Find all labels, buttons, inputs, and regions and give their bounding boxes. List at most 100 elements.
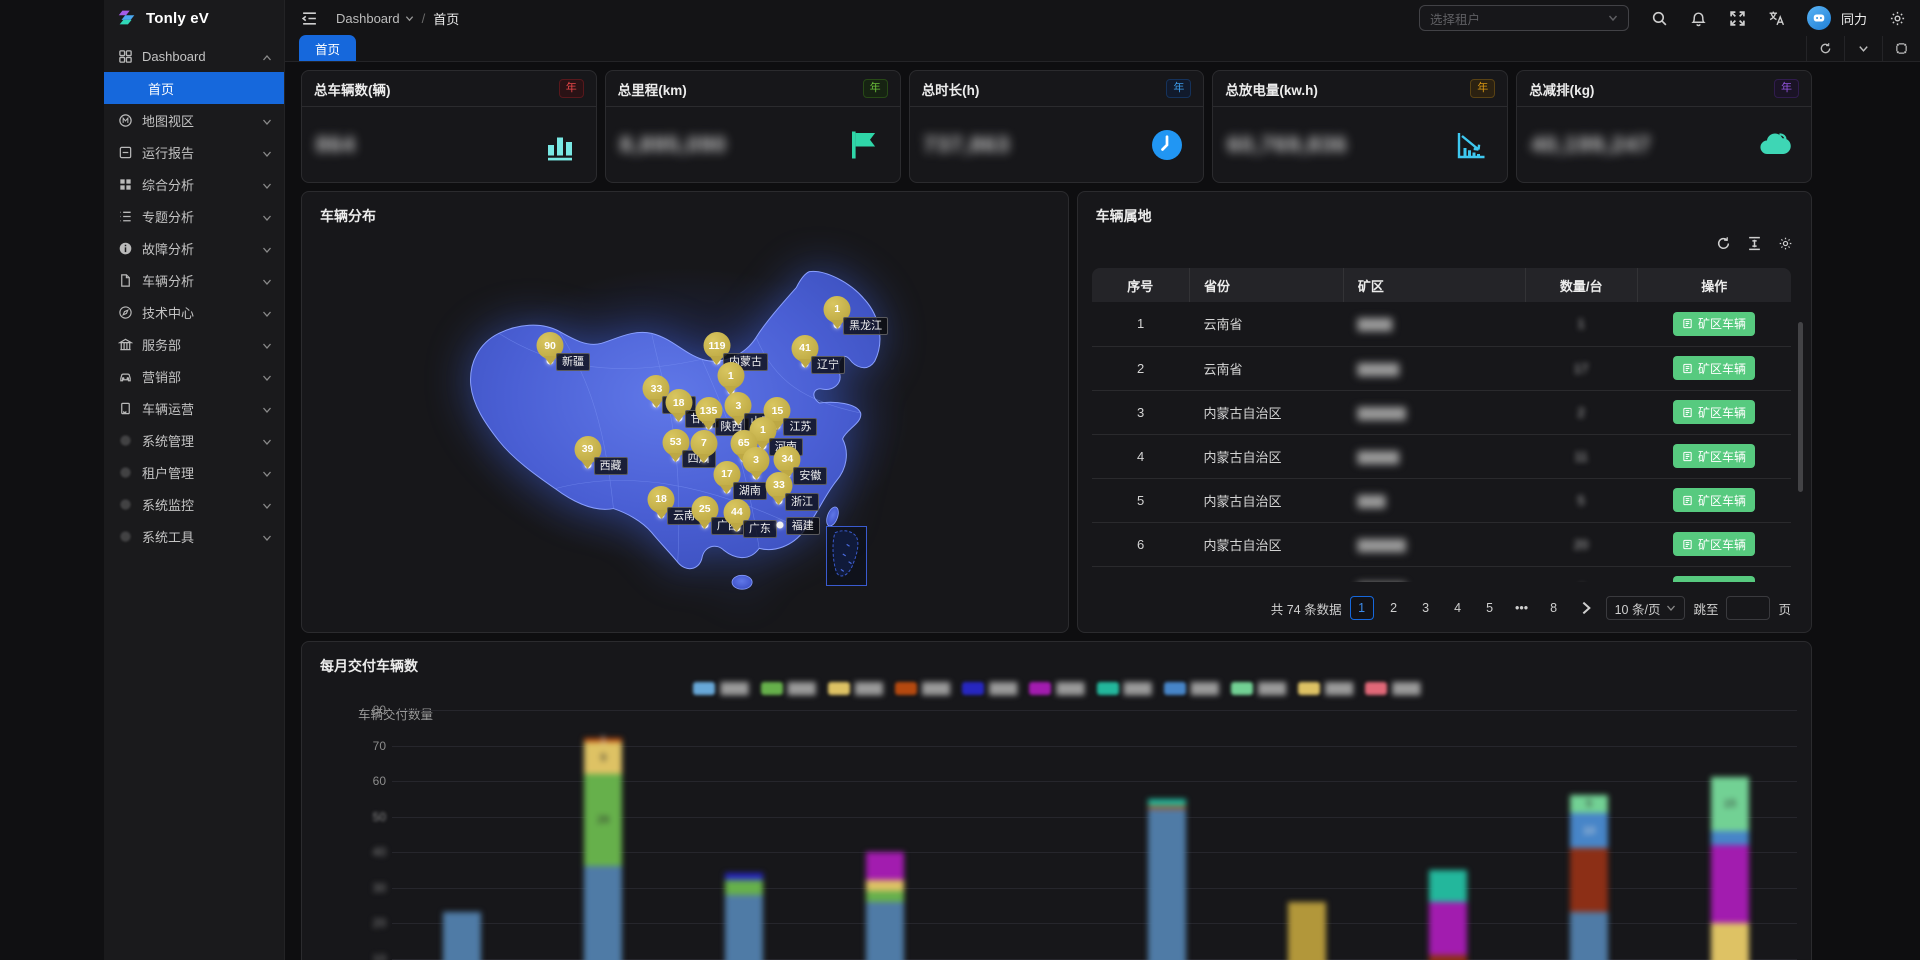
- sidebar-item-14[interactable]: 系统监控: [104, 488, 284, 520]
- sidebar-item-4[interactable]: 综合分析: [104, 168, 284, 200]
- settings-gear-icon[interactable]: [1889, 10, 1906, 27]
- sidebar-item-1[interactable]: 首页: [104, 72, 284, 104]
- column-height-icon[interactable]: [1747, 236, 1762, 251]
- mine-vehicles-button[interactable]: 矿区车辆: [1673, 444, 1756, 468]
- sidebar-item-6[interactable]: 故障分析: [104, 232, 284, 264]
- avatar[interactable]: [1806, 6, 1831, 30]
- list-icon: [118, 209, 133, 224]
- legend-label-masked: ████: [922, 682, 950, 695]
- legend-item-6[interactable]: ████: [1096, 682, 1152, 695]
- legend-item-3[interactable]: ████: [895, 682, 950, 695]
- mine-vehicles-button[interactable]: 矿区车辆: [1673, 311, 1756, 336]
- year-badge[interactable]: 年: [1773, 79, 1799, 98]
- bar-month-2[interactable]: 26 9 1: [584, 642, 623, 960]
- sidebar-item-2[interactable]: 地图视区: [104, 104, 284, 136]
- mine-vehicles-button[interactable]: 矿区车辆: [1673, 400, 1756, 424]
- stat-card-body: 40,199,247: [1517, 107, 1811, 182]
- bar-month-6[interactable]: [1147, 642, 1186, 960]
- chevron-down-icon: [262, 115, 272, 125]
- page-4[interactable]: 4: [1454, 601, 1462, 615]
- translate-icon[interactable]: [1768, 10, 1785, 27]
- year-badge[interactable]: 年: [1166, 79, 1192, 98]
- tenant-select[interactable]: 选择租户: [1418, 5, 1629, 31]
- page-5[interactable]: 5: [1486, 601, 1494, 615]
- stat-card-value: 40,199,247: [1531, 131, 1652, 157]
- y-tick-30: 30: [372, 880, 386, 895]
- chevron-down-icon: [1667, 605, 1676, 611]
- stat-card-title: 总减排(kg): [1529, 82, 1595, 98]
- legend-item-10[interactable]: ████: [1365, 682, 1421, 695]
- logo-icon: [118, 10, 135, 25]
- maximize-frame-icon[interactable]: [1882, 36, 1920, 61]
- mine-vehicles-button[interactable]: 矿区车辆: [1673, 532, 1756, 556]
- next-page-button[interactable]: [1574, 596, 1598, 620]
- bar-month-1[interactable]: [443, 642, 482, 960]
- mine-vehicles-button[interactable]: 矿区车辆: [1673, 356, 1756, 380]
- year-badge[interactable]: 年: [558, 79, 584, 98]
- mine-vehicles-button[interactable]: 矿区车辆: [1673, 576, 1756, 582]
- cell-mine-masked: █████: [1343, 302, 1526, 347]
- page-size-select[interactable]: 10 条/页: [1605, 596, 1686, 620]
- legend-item-5[interactable]: ████: [1029, 682, 1085, 695]
- cell-province: 内蒙古自治区: [1189, 566, 1344, 582]
- bar-segment-steel: [865, 901, 904, 960]
- jump-page-input[interactable]: [1726, 596, 1771, 620]
- bar-month-9[interactable]: 10 5: [1570, 642, 1609, 960]
- sidebar-item-12[interactable]: 系统管理: [104, 424, 284, 456]
- legend-item-0[interactable]: ████: [693, 682, 749, 695]
- table-scrollbar[interactable]: [1797, 322, 1803, 492]
- page-2[interactable]: 2: [1390, 601, 1398, 615]
- settings-gear-icon[interactable]: [1778, 236, 1793, 251]
- bar-segment-magenta: [865, 852, 904, 881]
- breadcrumb-root[interactable]: Dashboard: [336, 11, 414, 26]
- gridline: [392, 710, 1797, 711]
- page-8[interactable]: 8: [1550, 601, 1558, 615]
- sidebar-item-9[interactable]: 服务部: [104, 328, 284, 360]
- legend-item-1[interactable]: ████: [760, 682, 816, 695]
- refresh-icon[interactable]: [1806, 36, 1844, 61]
- pagination: 共 74 条数据 1 2 3 4 5 ••• 8 10 条/页 跳至 页: [1078, 596, 1791, 620]
- sidebar-item-8[interactable]: 技术中心: [104, 296, 284, 328]
- bar-month-3[interactable]: [725, 642, 764, 960]
- legend-item-8[interactable]: ████: [1230, 682, 1286, 695]
- legend-item-7[interactable]: ████: [1163, 682, 1219, 695]
- sidebar-item-11[interactable]: 车辆运营: [104, 392, 284, 424]
- sidebar-item-label: 系统管理: [142, 433, 195, 449]
- table-row: 3 内蒙古自治区 ███████ 2 矿区车辆: [1091, 390, 1791, 435]
- sidebar-item-5[interactable]: 专题分析: [104, 200, 284, 232]
- tab-home[interactable]: 首页: [299, 35, 357, 61]
- sidebar-item-7[interactable]: 车辆分析: [104, 264, 284, 296]
- sidebar-item-13[interactable]: 租户管理: [104, 456, 284, 488]
- sidebar-item-label: 系统监控: [142, 497, 195, 513]
- legend-item-4[interactable]: ████: [962, 682, 1017, 695]
- notification-bell-icon[interactable]: [1690, 10, 1707, 27]
- sidebar-item-10[interactable]: 营销部: [104, 360, 284, 392]
- sidebar-item-3[interactable]: 运行报告: [104, 136, 284, 168]
- user-name[interactable]: 同力: [1840, 11, 1867, 27]
- stat-card-title: 总放电量(kw.h): [1225, 82, 1318, 98]
- chevron-down-icon: [262, 243, 272, 253]
- legend-label-masked: ████: [1392, 682, 1420, 695]
- year-badge[interactable]: 年: [1470, 79, 1496, 98]
- refresh-icon[interactable]: [1716, 236, 1731, 251]
- bar-month-5[interactable]: [1007, 642, 1045, 960]
- sidebar-item-0[interactable]: Dashboard: [104, 40, 284, 72]
- chevron-down-icon: [262, 275, 272, 285]
- chevron-down-icon[interactable]: [1844, 36, 1882, 61]
- year-badge[interactable]: 年: [862, 79, 888, 98]
- bar-month-7[interactable]: [1288, 642, 1327, 960]
- page-1[interactable]: 1: [1349, 596, 1374, 620]
- bar-month-8[interactable]: [1429, 642, 1468, 960]
- gridline: [392, 887, 1797, 889]
- page-3[interactable]: 3: [1422, 601, 1430, 615]
- search-icon[interactable]: [1651, 10, 1668, 27]
- bar-month-4[interactable]: [865, 642, 904, 960]
- legend-item-2[interactable]: ████: [827, 682, 883, 695]
- sidebar-item-15[interactable]: 系统工具: [104, 520, 284, 552]
- fullscreen-icon[interactable]: [1729, 10, 1746, 27]
- menu-fold-icon[interactable]: [301, 10, 318, 27]
- bar-month-10[interactable]: 15: [1710, 642, 1749, 960]
- mine-vehicles-button[interactable]: 矿区车辆: [1673, 488, 1756, 512]
- legend-item-9[interactable]: ████: [1298, 682, 1353, 695]
- bar-segment-steel: [443, 912, 482, 960]
